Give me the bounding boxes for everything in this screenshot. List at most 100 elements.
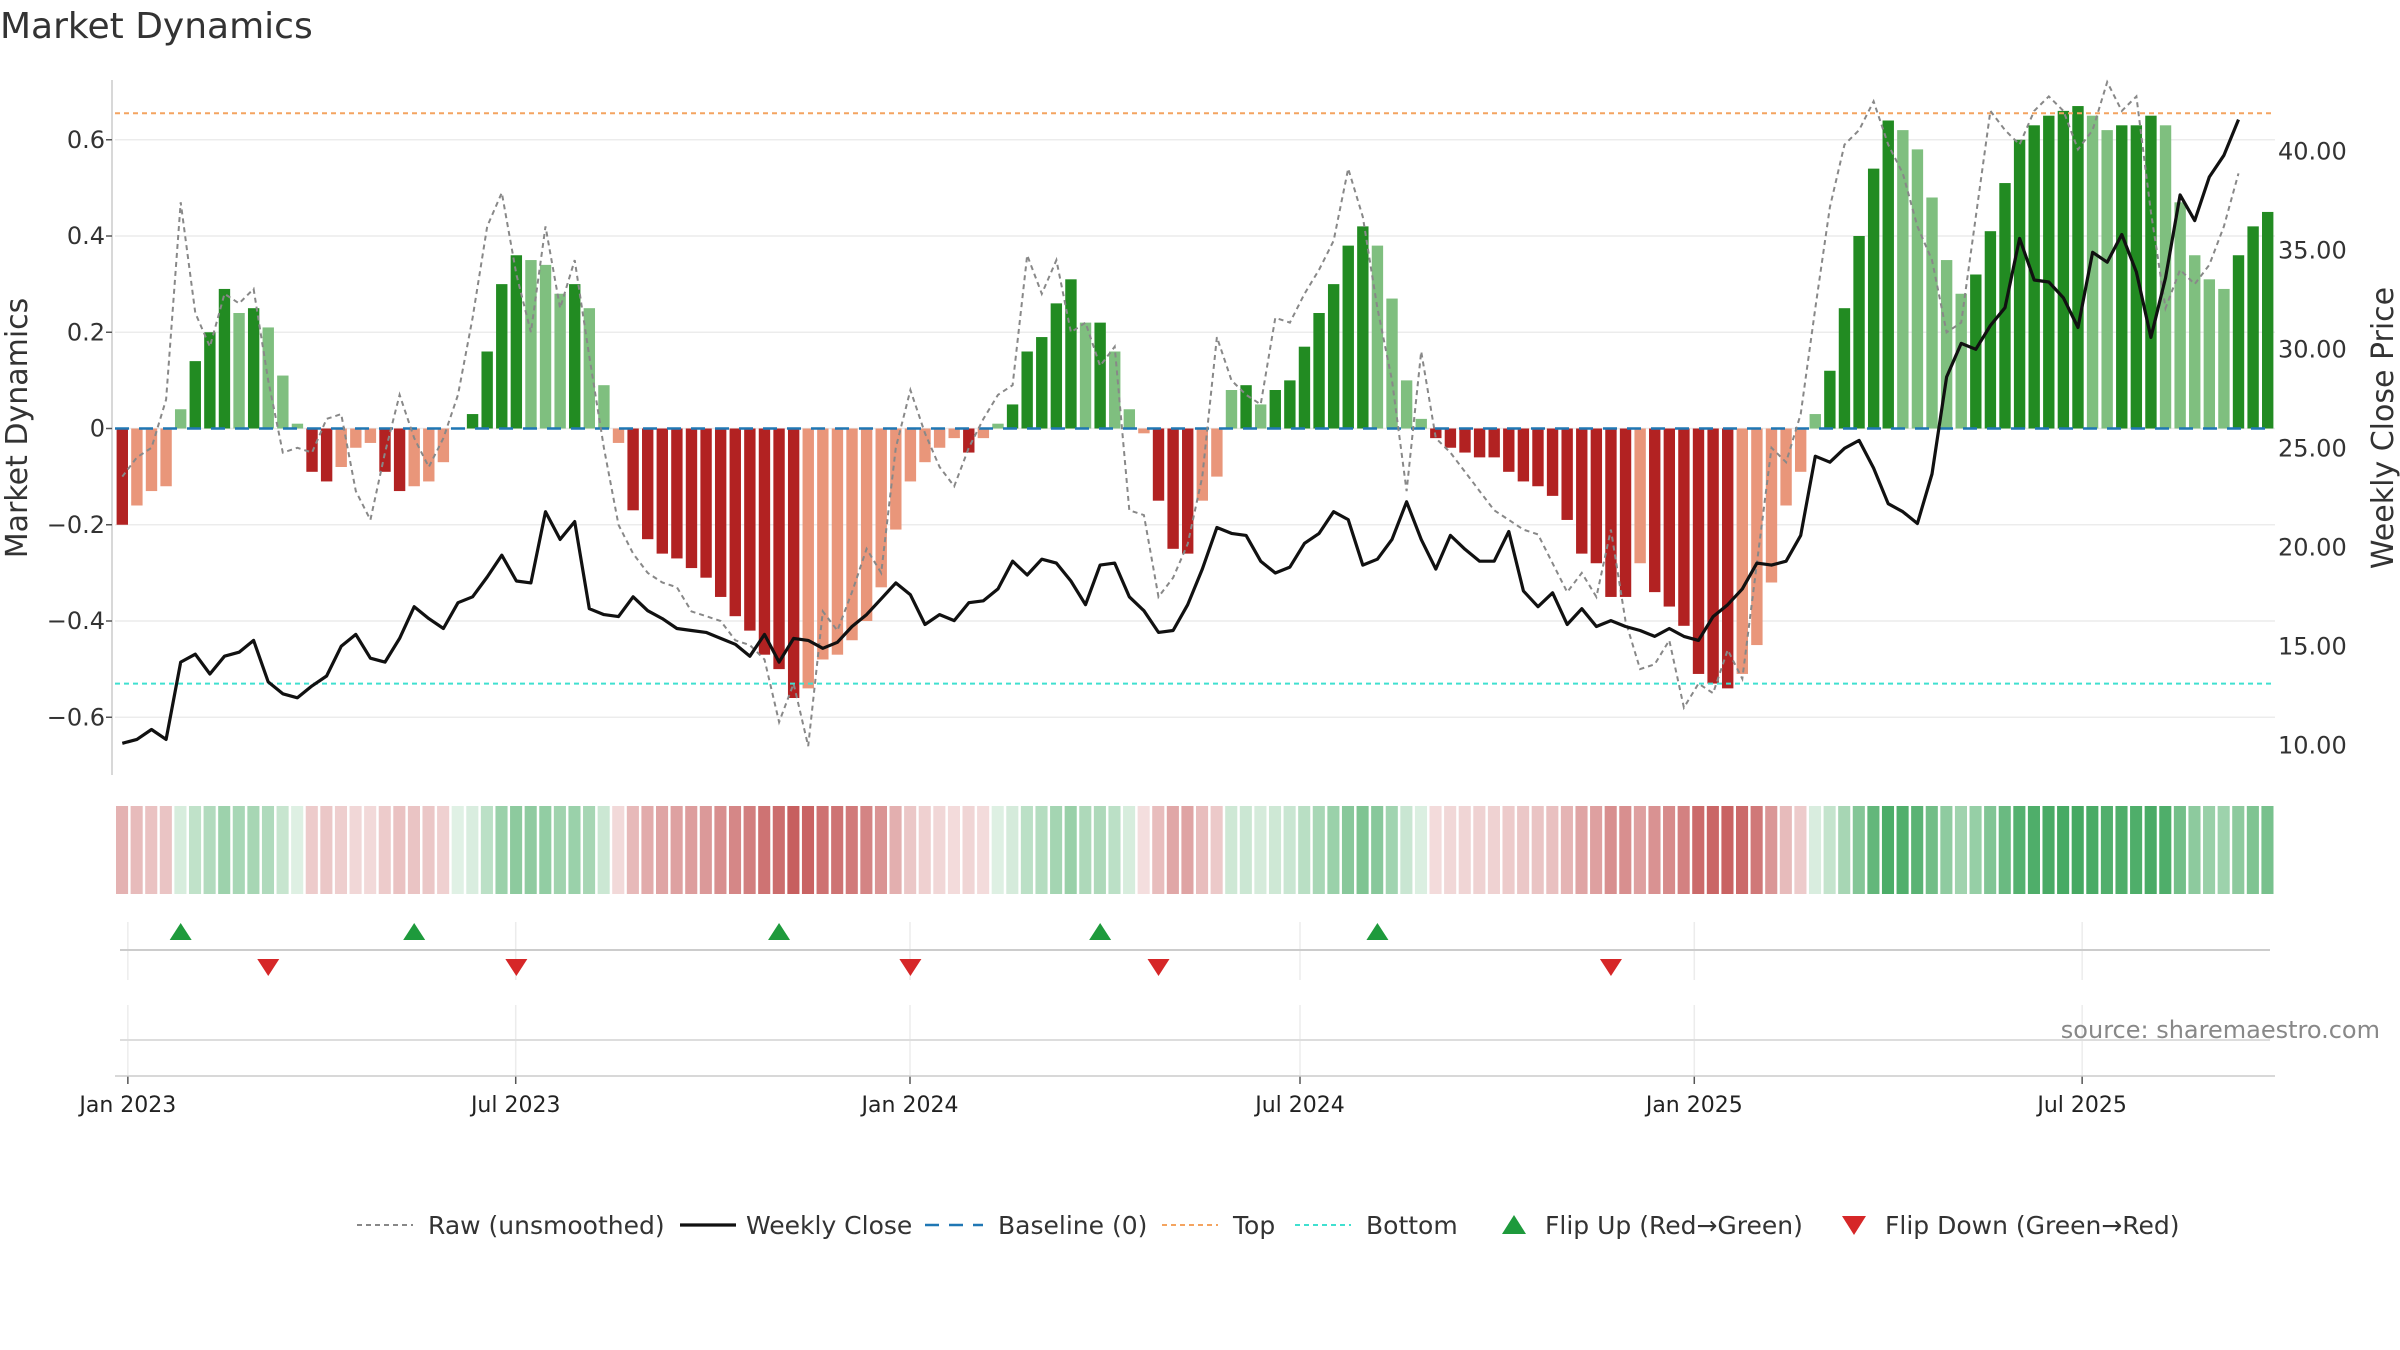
strip-cell [1385,806,1398,894]
strip-cell [510,806,523,894]
dynamics-bar [2057,110,2070,429]
dynamics-bar [1663,428,1676,607]
strip-cell [1268,806,1282,894]
strip-cell [2027,806,2040,894]
dynamics-bar [569,284,581,429]
strip-cell [116,806,129,894]
strip-cell [2261,806,2274,894]
dynamics-bar [1357,226,1369,429]
dynamics-bar [1955,293,1967,429]
legend-item-flipdown: Flip Down (Green→Red) [1842,1211,2180,1240]
strip-cell [1867,806,1880,894]
dynamics-bar [1269,390,1281,429]
strip-cell [2013,806,2026,894]
flip-up-marker [403,923,426,940]
strip-cell [1210,806,1223,894]
dynamics-bar [1867,168,1880,429]
dynamics-bar [218,288,231,429]
dynamics-bar [1109,351,1121,429]
dynamics-bar [1459,428,1471,453]
flip-down-marker [1147,959,1170,976]
legend-label: Flip Down (Green→Red) [1885,1211,2180,1240]
strip-cell [991,806,1004,894]
x-tick-label: Jul 2025 [2035,1093,2127,1118]
dynamics-bar [1211,428,1223,477]
strip-cell [1283,806,1296,894]
strip-cell [2042,806,2055,894]
strip-cell [2144,806,2157,894]
dynamics-bar [291,423,304,429]
strip-cell [568,806,581,894]
right-tick-label: 40.00 [2278,137,2347,165]
dynamics-bar [656,428,668,554]
strip-cell [1765,806,1778,894]
dynamics-bar [992,423,1004,429]
left-tick-label: −0.4 [47,607,105,635]
right-tick-label: 35.00 [2278,236,2347,264]
dynamics-bar [1094,322,1106,429]
right-tick-label: 25.00 [2278,434,2347,462]
strip-cell [1093,806,1106,894]
dynamics-bar [1911,149,1924,429]
legend-label: Flip Up (Red→Green) [1545,1211,1803,1240]
left-tick-label: −0.2 [47,511,105,539]
strip-cell [2057,806,2070,894]
strip-cell [1998,806,2011,894]
dynamics-bar [116,428,128,525]
strip-cell [1750,806,1763,894]
dynamics-bar [1722,428,1734,689]
strip-cell [145,806,158,894]
dynamics-bar [1444,428,1457,448]
dynamics-bar [1546,428,1559,496]
legend-swatch-flip-up [1502,1215,1526,1234]
dynamics-bar [1649,428,1661,593]
strip-cell [1400,806,1413,894]
dynamics-bar [2043,115,2055,429]
strip-cell [1779,806,1792,894]
strip-cell [1020,806,1033,894]
dynamics-bar [466,414,479,429]
axes: −0.6 −0.4 −0.2 0 0.2 0.4 0.6 10.00 15.00 20.00 25.… [0,80,2400,1118]
dynamics-bar [583,308,596,429]
dynamics-bar [1838,308,1851,429]
left-tick-label: 0.6 [67,126,105,154]
strip-cell [1663,806,1676,894]
dynamics-bar [1692,428,1705,674]
strip-cell [1823,806,1836,894]
dynamics-bar [1138,428,1150,434]
legend-item-baseline: Baseline (0) [925,1211,1147,1240]
strip-cell [2159,806,2172,894]
strip-cell [276,806,289,894]
dynamics-bar [904,428,917,482]
dynamics-bar [1327,284,1340,429]
strip-cell [1575,806,1588,894]
dynamics-bar [393,428,406,492]
strip-cell [2188,806,2201,894]
strip-cell [539,806,552,894]
dynamics-bar [1386,298,1398,429]
dynamics-bar [1678,428,1690,626]
strip-cell [553,806,566,894]
strip-cell [1181,806,1194,894]
strip-cell [1137,806,1150,894]
dynamics-bar [1590,428,1603,564]
dynamics-bar [2086,115,2099,429]
strip-cell [2232,806,2245,894]
strip-cell [305,806,318,894]
dynamics-bar [408,428,420,487]
strip-cell [904,806,917,894]
dynamics-bar [598,385,610,429]
dynamics-bar [860,428,873,621]
dynamics-bar [233,313,245,429]
strip-cell [1327,806,1340,894]
dynamics-bar [714,428,727,597]
legend-item-close: Weekly Close [680,1211,912,1240]
right-tick-label: 20.00 [2278,533,2347,561]
flip-up-marker [768,923,791,940]
dynamics-bar [1794,428,1807,472]
left-tick-label: −0.6 [47,703,105,731]
flip-up-marker [169,923,192,940]
right-tick-label: 15.00 [2278,632,2347,660]
strip-cell [977,806,990,894]
